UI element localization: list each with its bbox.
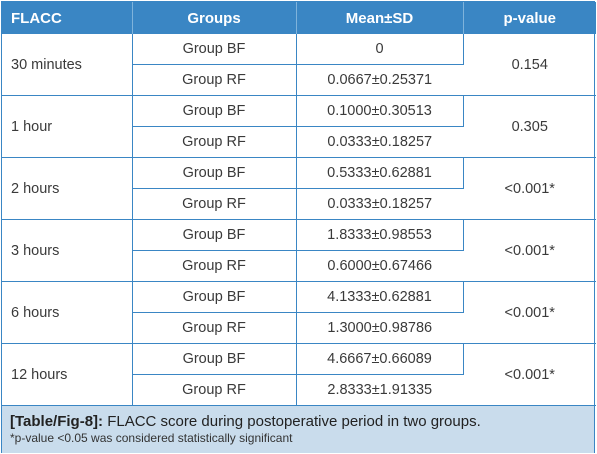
caption-title: [Table/Fig-8]: FLACC score during postop…: [10, 412, 586, 431]
mean-sd-cell: 0.0667±0.25371: [296, 64, 463, 96]
p-value-cell: <0.001*: [463, 157, 596, 220]
time-cell: 3 hours: [2, 219, 133, 282]
group-cell: Group BF: [132, 34, 297, 65]
table-row: 6 hours Group BF 4.1333±0.62881 <0.001*: [2, 281, 596, 344]
p-value-cell: 0.305: [463, 95, 596, 158]
table-row: 1 hour Group BF 0.1000±0.30513 0.305: [2, 95, 596, 158]
group-cell: Group BF: [132, 95, 297, 127]
group-cell: Group BF: [132, 157, 297, 189]
mean-sd-cell: 0.5333±0.62881: [296, 157, 464, 189]
time-cell: 30 minutes: [2, 34, 133, 96]
table-row: Group RF 0.6000±0.67466: [2, 250, 596, 282]
table-row: Group RF 0.0333±0.18257: [2, 188, 596, 220]
table-row: Group RF 0.0667±0.25371: [2, 64, 596, 96]
caption-note: *p-value <0.05 was considered statistica…: [10, 431, 293, 445]
table-row: 12 hours Group BF 4.6667±0.66089 <0.001*: [2, 343, 596, 406]
caption-tag: [Table/Fig-8]:: [10, 413, 104, 430]
p-value-cell: 0.154: [463, 34, 596, 96]
header-flacc: FLACC: [2, 2, 133, 34]
mean-sd-cell: 4.6667±0.66089: [296, 343, 464, 375]
group-cell: Group BF: [132, 281, 297, 313]
group-cell: Group RF: [132, 250, 297, 282]
time-cell: 1 hour: [2, 95, 133, 158]
mean-sd-cell: 0: [296, 34, 464, 65]
group-cell: Group RF: [132, 126, 297, 158]
mean-sd-cell: 2.8333±1.91335: [296, 374, 463, 406]
group-cell: Group RF: [132, 188, 297, 220]
time-cell: 2 hours: [2, 157, 133, 220]
mean-sd-cell: 1.8333±0.98553: [296, 219, 464, 251]
time-cell: 12 hours: [2, 343, 133, 406]
table-row: Group RF 2.8333±1.91335: [2, 374, 596, 406]
mean-sd-cell: 0.0333±0.18257: [296, 188, 463, 220]
group-cell: Group RF: [132, 312, 297, 344]
table-row: Group RF 1.3000±0.98786: [2, 312, 596, 344]
caption-text: FLACC score during postoperative period …: [103, 413, 481, 430]
header-groups: Groups: [132, 2, 297, 34]
table-row: 3 hours Group BF 1.8333±0.98553 <0.001*: [2, 219, 596, 282]
p-value-cell: <0.001*: [463, 281, 596, 344]
header-p-value: p-value: [463, 2, 596, 34]
table-caption: [Table/Fig-8]: FLACC score during postop…: [2, 406, 594, 453]
group-cell: Group RF: [132, 374, 297, 406]
table-body: 30 minutes Group BF 0 0.154 Group RF 0.0667±0…: [2, 34, 596, 406]
flacc-table: FLACC Groups Mean±SD p-value 30 minutes G…: [2, 2, 596, 406]
table-row: Group RF 0.0333±0.18257: [2, 126, 596, 158]
mean-sd-cell: 0.6000±0.67466: [296, 250, 463, 282]
table-row: 2 hours Group BF 0.5333±0.62881 <0.001*: [2, 157, 596, 220]
header-mean-sd: Mean±SD: [296, 2, 464, 34]
header-row: FLACC Groups Mean±SD p-value: [2, 2, 596, 34]
table-row: 30 minutes Group BF 0 0.154: [2, 34, 596, 96]
group-cell: Group BF: [132, 343, 297, 375]
mean-sd-cell: 4.1333±0.62881: [296, 281, 464, 313]
group-cell: Group BF: [132, 219, 297, 251]
mean-sd-cell: 1.3000±0.98786: [296, 312, 463, 344]
mean-sd-cell: 0.0333±0.18257: [296, 126, 463, 158]
mean-sd-cell: 0.1000±0.30513: [296, 95, 464, 127]
group-cell: Group RF: [132, 64, 297, 96]
time-cell: 6 hours: [2, 281, 133, 344]
p-value-cell: <0.001*: [463, 343, 596, 406]
p-value-cell: <0.001*: [463, 219, 596, 282]
